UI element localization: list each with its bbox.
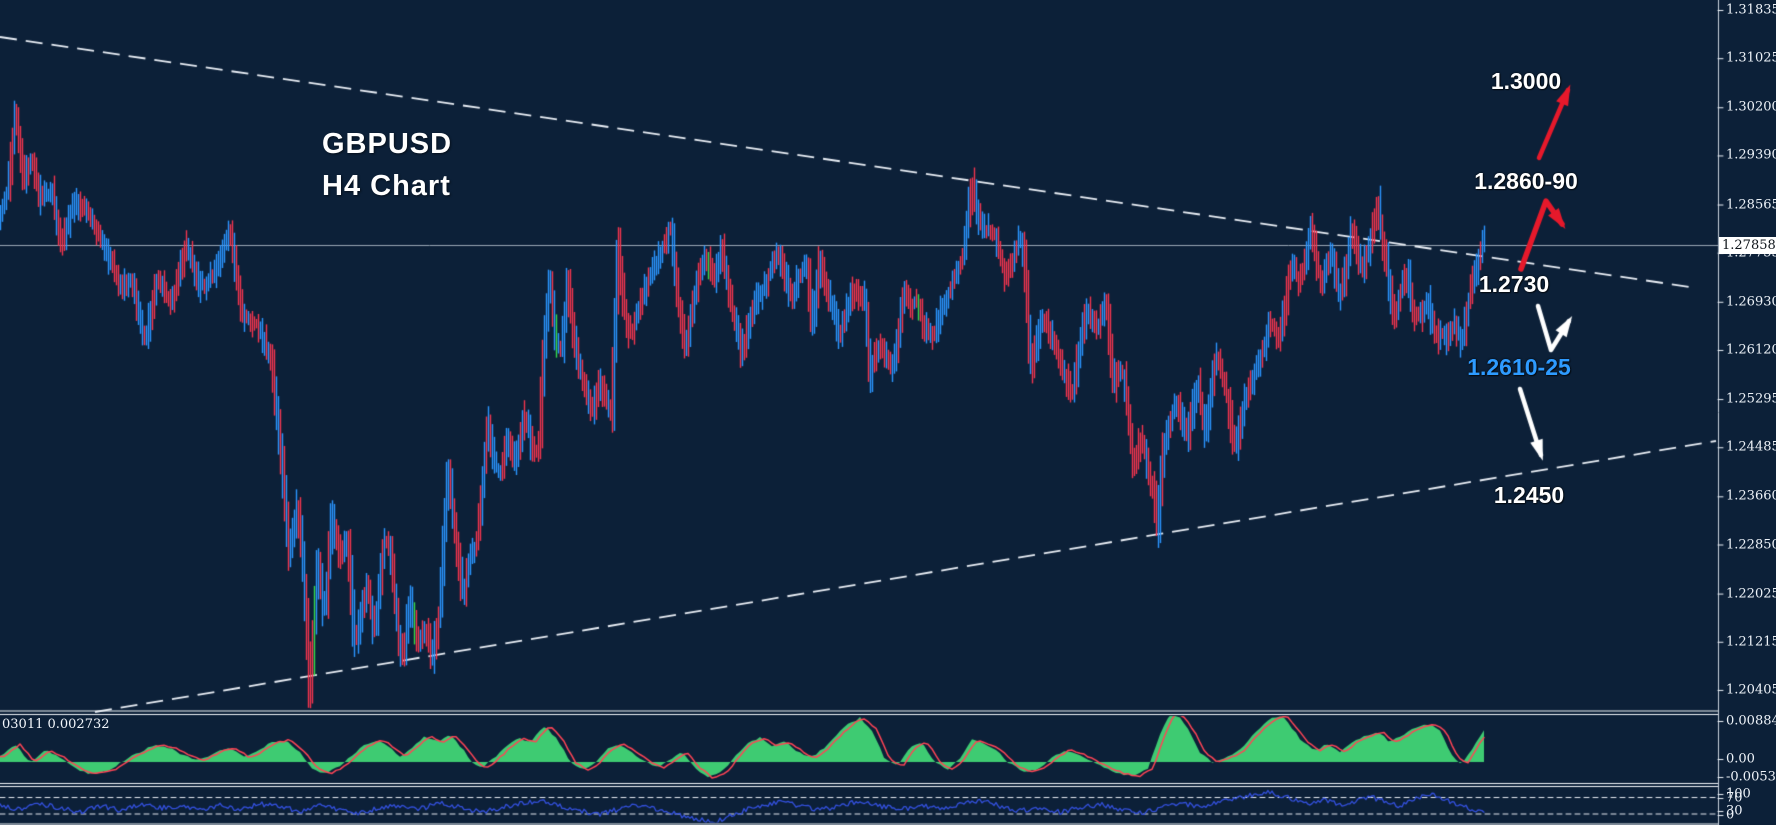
macd-axis-label: -0.005318	[1726, 769, 1776, 785]
price-axis-label: 1.21215	[1726, 634, 1776, 650]
chart-timeframe-title: H4 Chart	[322, 170, 451, 202]
price-axis-label: 1.22850	[1726, 537, 1776, 552]
price-axis-label: 1.20405	[1726, 682, 1776, 698]
annotation-zone-1-2860-90[interactable]: 1.2860-90	[1474, 168, 1578, 194]
price-axis-label: 1.31025	[1726, 50, 1776, 66]
macd-axis-label: 0.008841	[1726, 713, 1776, 729]
macd-value-readout: 03011 0.002732	[2, 717, 110, 732]
price-axis-label: 1.31835	[1726, 2, 1776, 18]
rsi-axis-label: 70	[1726, 790, 1743, 806]
price-axis-label: 1.22025	[1726, 586, 1776, 602]
price-axis-label: 1.28565	[1726, 197, 1776, 213]
price-axis-label: 1.23660	[1726, 488, 1776, 504]
rsi-axis-label: 30	[1726, 803, 1743, 819]
price-axis-label: 1.26120	[1726, 342, 1776, 358]
chart-symbol-title: GBPUSD	[322, 128, 453, 160]
rsi-axis-label: 100	[1726, 786, 1751, 802]
rsi-axis-label: 0	[1726, 807, 1735, 823]
annotation-target-1-3000[interactable]: 1.3000	[1490, 68, 1562, 94]
price-axis-label: 1.24485	[1726, 439, 1776, 455]
annotation-level-1-2450[interactable]: 1.2450	[1493, 482, 1565, 508]
price-axis-label: 1.29390	[1726, 147, 1776, 163]
price-axis-label: 1.26930	[1726, 294, 1776, 310]
annotation-zone-1-2610-25[interactable]: 1.2610-25	[1467, 354, 1571, 380]
price-axis-label: 1.30200	[1726, 99, 1776, 115]
annotation-level-1-2730[interactable]: 1.2730	[1478, 271, 1550, 297]
price-axis-label: 1.25295	[1726, 391, 1776, 407]
macd-axis-label: 0.00	[1726, 751, 1755, 767]
current-price-badge: 1.27858	[1719, 237, 1776, 254]
